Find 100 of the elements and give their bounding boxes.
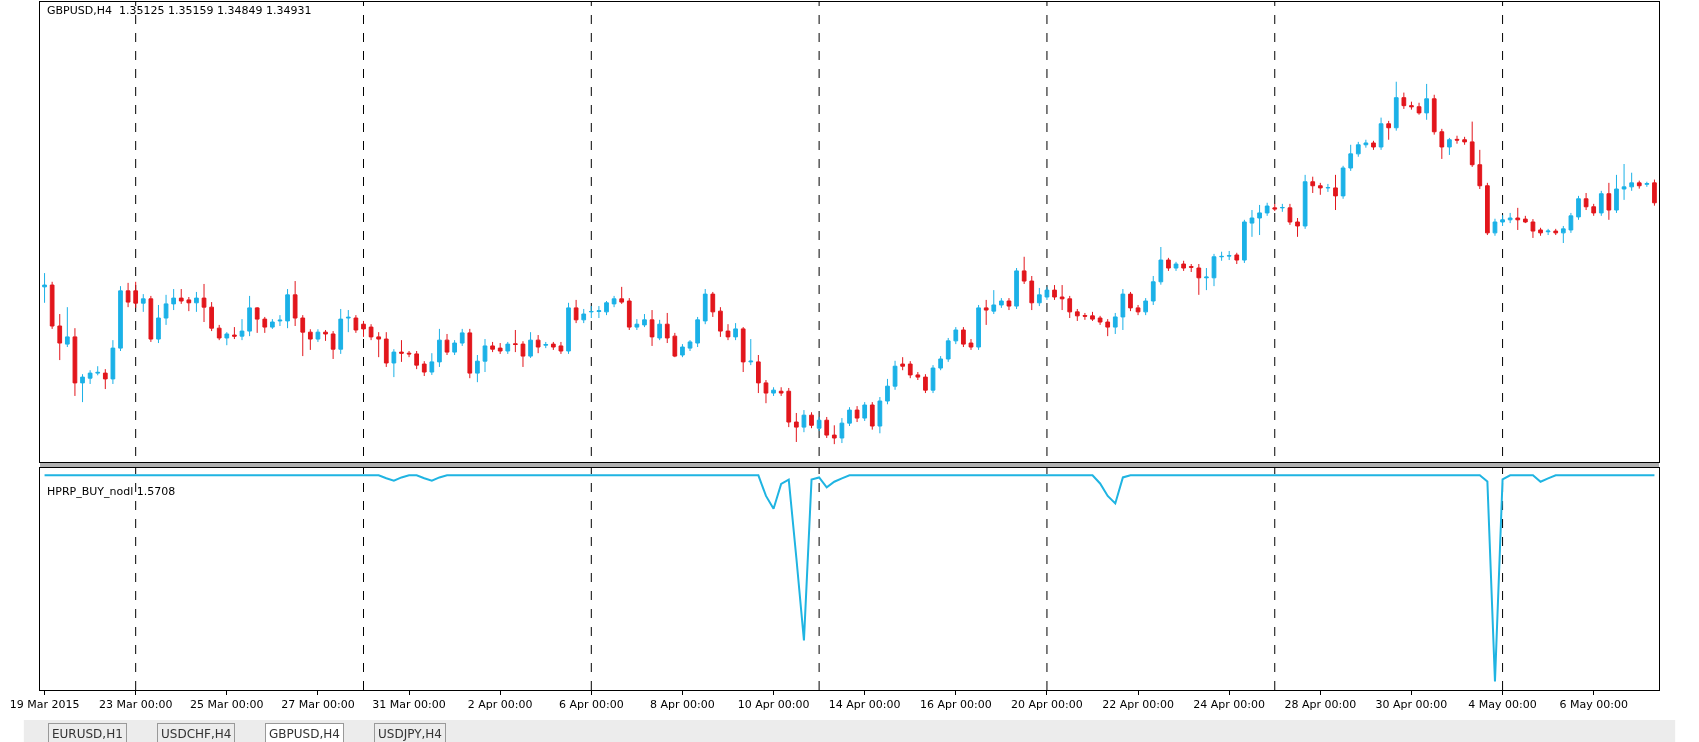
candlestick [756, 354, 761, 394]
candlestick [626, 297, 632, 331]
candlestick [1378, 117, 1384, 151]
candlestick [733, 322, 738, 341]
candlestick [945, 337, 951, 363]
candlestick [475, 354, 480, 383]
candlestick [1287, 203, 1293, 226]
candlestick [49, 281, 55, 330]
candlestick [710, 291, 716, 318]
candlestick [687, 339, 693, 352]
candlestick [801, 409, 807, 433]
candlestick [1211, 253, 1217, 287]
candlestick [102, 368, 108, 390]
candlestick [285, 288, 290, 329]
candlestick [1166, 257, 1171, 272]
candlestick [1279, 203, 1285, 213]
candlestick [1348, 144, 1354, 172]
candlestick [763, 379, 769, 404]
candlestick [1052, 284, 1057, 301]
candlestick [771, 386, 776, 397]
candlestick [1538, 227, 1543, 237]
candlestick [1128, 291, 1133, 312]
candlestick [596, 305, 602, 319]
candlestick [1272, 203, 1278, 212]
candlestick [1219, 251, 1224, 262]
candlestick [1568, 212, 1574, 234]
candlestick [1044, 286, 1050, 301]
candlestick [664, 312, 670, 344]
candlestick [1242, 219, 1247, 264]
candlestick [930, 364, 936, 394]
candlestick [1029, 275, 1035, 311]
x-tick-label: 19 Mar 2015 [9, 698, 80, 712]
candlestick [315, 328, 321, 343]
candlestick [588, 305, 594, 319]
candlestick [383, 331, 389, 368]
candlestick [292, 280, 298, 327]
chart-title: GBPUSD,H4 1.35125 1.35159 1.34849 1.34931 [47, 4, 312, 17]
candlestick [1090, 311, 1095, 322]
candlestick [300, 314, 306, 357]
candlestick [1591, 203, 1597, 217]
text: USDCHF,H4 [161, 727, 232, 741]
candlestick [520, 340, 526, 368]
candlestick [1636, 180, 1642, 190]
candlestick [786, 387, 792, 428]
candlestick [938, 355, 943, 371]
candlestick [345, 309, 351, 333]
candlestick [1492, 218, 1498, 237]
candlestick [444, 333, 450, 356]
x-tick-label: 6 Apr 00:00 [558, 698, 624, 712]
candlestick [1416, 102, 1422, 116]
text: USDJPY,H4 [378, 727, 442, 741]
candlestick [976, 304, 981, 351]
candlestick [270, 318, 275, 330]
candlestick [399, 339, 404, 363]
x-tick-label: 6 May 00:00 [1559, 698, 1628, 712]
candlestick [558, 341, 564, 355]
candlestick [513, 329, 518, 353]
candlestick [1462, 136, 1467, 146]
candlestick [550, 341, 556, 351]
candlestick [809, 411, 814, 429]
candlestick [649, 309, 655, 347]
candlestick [1371, 140, 1376, 151]
candlestick [1386, 120, 1392, 141]
candlestick [862, 401, 868, 422]
candlestick [778, 386, 784, 397]
candlestick [254, 306, 260, 334]
candlestick [892, 360, 898, 391]
candlestick [961, 326, 966, 348]
candlestick [406, 350, 412, 358]
candlestick [581, 308, 587, 324]
candlestick [307, 328, 313, 351]
candlestick [877, 396, 883, 434]
candlestick [1522, 215, 1528, 224]
candlestick [1067, 295, 1073, 319]
candlestick [999, 297, 1004, 309]
candlestick [452, 339, 457, 356]
candlestick [1120, 288, 1126, 331]
candlestick [361, 320, 366, 338]
text: HPRP_BUY_nodl 1.5708 [47, 485, 176, 498]
candlestick [490, 341, 495, 353]
candlestick [505, 341, 511, 355]
candlestick [467, 328, 473, 379]
candlestick [459, 328, 465, 347]
candlestick [57, 313, 63, 361]
candlestick [1021, 256, 1027, 285]
candlestick [1082, 312, 1088, 321]
candlestick [1264, 202, 1270, 217]
candlestick [1204, 267, 1209, 291]
candlestick [702, 288, 708, 325]
candlestick [1629, 172, 1635, 192]
candlestick [1614, 174, 1619, 214]
candlestick [1249, 209, 1255, 238]
candlestick [1485, 182, 1490, 236]
candlestick [1226, 250, 1232, 261]
candlestick [1431, 94, 1437, 136]
candlestick [1530, 218, 1536, 239]
candlestick [619, 286, 625, 305]
candlestick [482, 338, 488, 373]
candlestick [1507, 212, 1513, 224]
candlestick [216, 324, 222, 341]
